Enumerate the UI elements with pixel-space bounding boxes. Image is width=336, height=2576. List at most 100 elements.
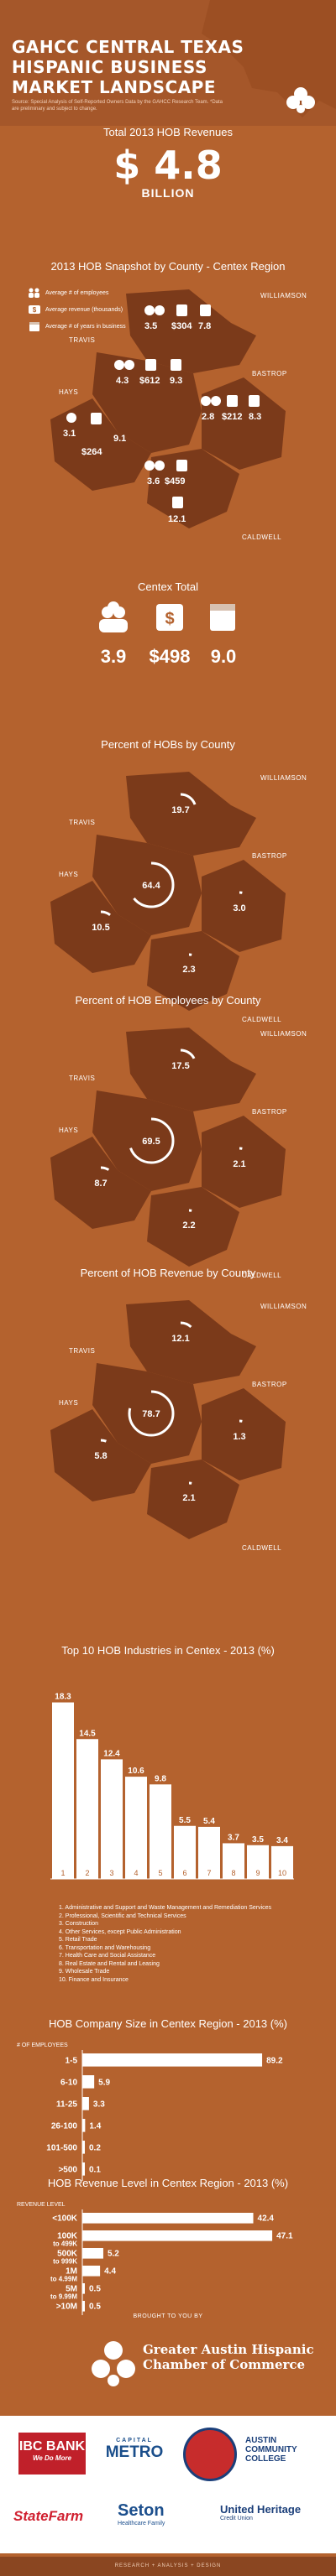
bar-value: 3.3	[93, 2100, 105, 2110]
caldwell-revenue: $459	[165, 476, 185, 487]
travis-pct-value: 69.5	[142, 1137, 160, 1147]
pct_revenue-title: Percent of HOB Revenue by County	[80, 1267, 256, 1279]
bastrop-pct-value: 3.0	[233, 903, 245, 913]
bar-value: 1.4	[89, 2122, 101, 2131]
county-label-travis: TRAVIS	[69, 819, 95, 826]
industry-value: 12.4	[103, 1749, 120, 1758]
footer: RESEARCH + ANALYSIS + DESIGN	[0, 2557, 336, 2576]
county-label-williamson: WILLIAMSON	[260, 292, 307, 299]
bar-category: >10M	[56, 2302, 77, 2311]
map-bastrop	[202, 860, 286, 952]
snapshot-legend: Average # of employees $ Average revenue…	[27, 288, 126, 338]
travis-employees: 4.3	[116, 376, 129, 386]
map-caldwell	[147, 1187, 239, 1267]
map-caldwell	[147, 931, 239, 1011]
legend-revenue: $ Average revenue (thousands)	[27, 304, 126, 315]
caldwell-employees: 3.6	[147, 476, 160, 487]
hbar	[82, 2141, 85, 2154]
cotton-icon	[286, 87, 315, 113]
map-hays	[50, 1137, 151, 1229]
people-icon	[29, 288, 39, 298]
bastrop-pct-ring	[223, 1147, 256, 1180]
industry-index: 2	[85, 1869, 89, 1877]
map-bastrop	[202, 1116, 286, 1208]
hays-pct-ring	[84, 910, 118, 944]
bastrop-pct-value: 1.3	[233, 1432, 245, 1442]
legend-revenue-label: Average revenue (thousands)	[45, 306, 123, 313]
travis-pct-value: 78.7	[142, 1409, 160, 1419]
map-travis	[92, 835, 202, 935]
industry-bar	[223, 1843, 244, 1879]
county-label-hays: HAYS	[59, 1127, 78, 1134]
caldwell-pct-ring	[173, 953, 205, 985]
industry-index: 10	[278, 1869, 286, 1877]
stats-hays: 3.1 $264 9.1	[63, 413, 126, 457]
williamson-pct-value: 17.5	[171, 1061, 189, 1071]
travis-pct-value: 64.4	[142, 881, 160, 891]
capmetro-logo: CAPITAL METRO	[97, 2438, 172, 2462]
bar-value: 89.2	[266, 2057, 283, 2066]
bar-value: 5.2	[108, 2249, 119, 2258]
centex-totals: $ 3.9 $498 9.0	[99, 601, 236, 667]
bar-value: 4.4	[104, 2266, 116, 2276]
map-hays	[50, 398, 151, 491]
size-chart: # OF EMPLOYEES 1-5 89.2 6-10 5.9 11-25 3.3 26-1…	[17, 2043, 283, 2181]
hbar	[82, 2213, 254, 2224]
bar-category: 26-100	[51, 2122, 78, 2131]
industry-index: 5	[158, 1869, 162, 1877]
industry-bar	[52, 1702, 74, 1879]
stats-travis: 4.3 $612 9.3	[114, 359, 182, 386]
bar-category: 1-5	[66, 2057, 78, 2066]
hbar	[82, 2301, 85, 2312]
revenue-unit: BILLION	[141, 186, 195, 200]
industries-chart: 18.3 1 14.5 2 12.4 3 10.6 4 9.8 5 5.5 6 5.4 7 3.7 8 3.5 9…	[50, 1693, 294, 1880]
county-label-bastrop: BASTROP	[252, 1381, 287, 1388]
hbar	[82, 2053, 263, 2067]
seton-name: Seton	[118, 2501, 165, 2520]
bar-value: 0.2	[89, 2144, 101, 2153]
industry-value: 9.8	[155, 1774, 166, 1783]
bar-category: 500K	[57, 2249, 78, 2258]
industry-item: 1. Administrative and Support and Waste …	[59, 1905, 272, 1911]
county-label-travis: TRAVIS	[69, 1075, 95, 1082]
bar-value: 0.5	[89, 2302, 101, 2311]
axis-label: REVENUE LEVEL	[17, 2202, 66, 2208]
money-icon: $	[29, 305, 40, 314]
travis-pct-ring	[128, 1390, 175, 1437]
industry-value: 3.5	[252, 1835, 264, 1845]
map-travis	[92, 1090, 202, 1191]
industry-item: 7. Health Care and Social Assistance	[59, 1953, 156, 1959]
caldwell-pct-ring	[173, 1209, 205, 1241]
ghcc-name: Greater Austin Hispanic Chamber of Comme…	[143, 2342, 314, 2372]
bar-category-2: to 9.99M	[50, 2292, 77, 2300]
ibc-logo: IBC BANK We Do More	[18, 2433, 86, 2475]
industry-value: 18.3	[55, 1693, 71, 1702]
hbar	[82, 2248, 103, 2259]
industries-title: Top 10 HOB Industries in Centex - 2013 (…	[61, 1644, 275, 1657]
county-label-travis: TRAVIS	[69, 336, 95, 344]
legend-employees: Average # of employees	[27, 288, 126, 298]
bar-category-2: to 999K	[53, 2257, 77, 2265]
legend-years: Average # of years in business	[27, 321, 126, 331]
travis-pct-ring	[128, 1117, 175, 1164]
ghcc-logo-icon	[92, 2341, 135, 2386]
bar-category: 1M	[66, 2266, 77, 2276]
industry-value: 14.5	[79, 1729, 96, 1738]
county-label-williamson: WILLIAMSON	[260, 1030, 307, 1038]
williamson-pct-ring	[164, 1321, 197, 1355]
industry-index: 6	[182, 1869, 186, 1877]
williamson-revenue: $304	[171, 321, 192, 331]
map-bastrop	[202, 377, 286, 470]
bar-category: 101-500	[46, 2144, 77, 2153]
bar-category: 5M	[66, 2284, 77, 2293]
hays-pct-ring	[84, 1166, 118, 1200]
bar-category-2: to 499K	[53, 2240, 77, 2247]
uh-logo: United Heritage Credit Union	[220, 2503, 301, 2521]
revenue-value: $ 4.8	[113, 143, 223, 188]
bar-category: 6-10	[60, 2079, 77, 2088]
ibc-name: IBC BANK	[18, 2439, 86, 2454]
hbar	[82, 2162, 85, 2176]
map-williamson	[126, 1028, 256, 1111]
hays-pct-value: 10.5	[92, 923, 109, 933]
centex-employees: 3.9	[101, 646, 127, 667]
